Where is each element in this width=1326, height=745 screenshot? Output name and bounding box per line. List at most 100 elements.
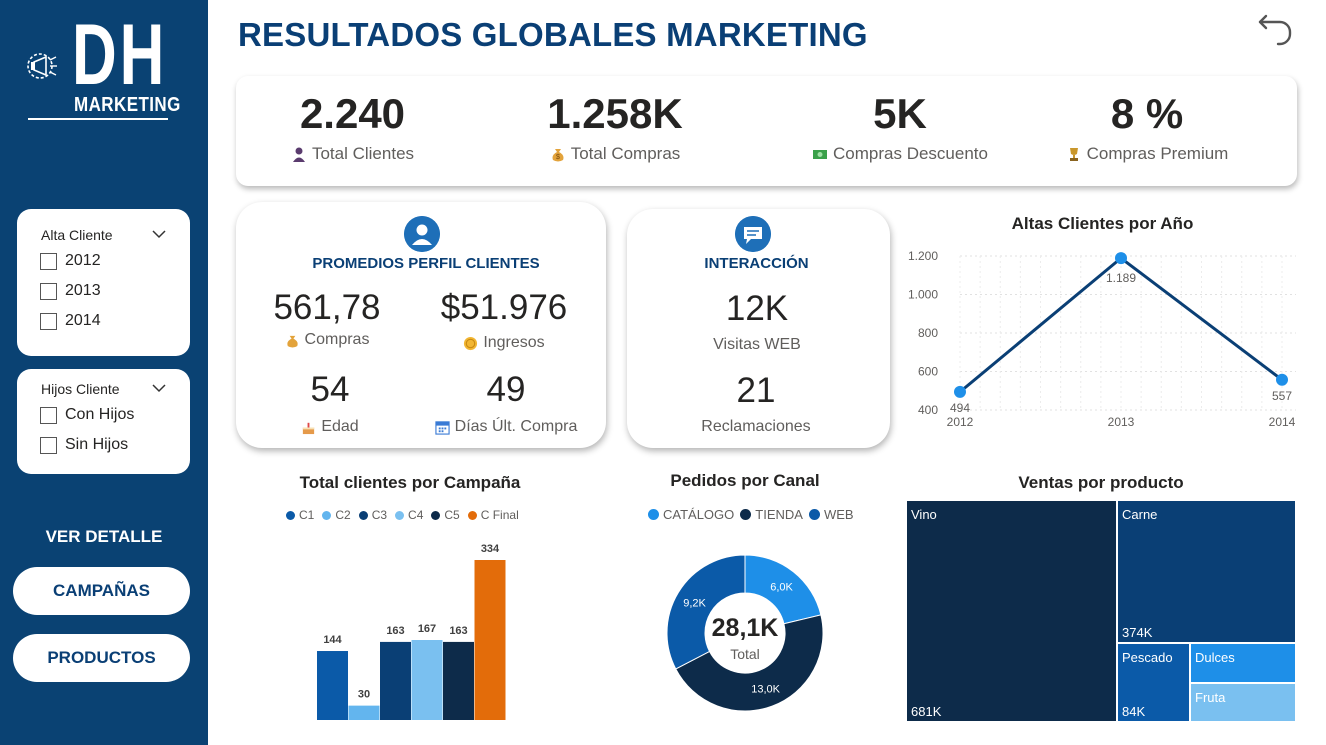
legend-item[interactable]: C2 — [322, 508, 351, 522]
data-label: 1.189 — [1106, 271, 1136, 285]
treemap-value: 681K — [911, 704, 942, 719]
legend-dot — [740, 509, 752, 520]
treemap-value: 374K — [1122, 625, 1153, 640]
money-bag-icon — [286, 335, 298, 348]
metric-label: Visitas WEB — [713, 336, 801, 353]
metric-label: Días Últ. Compra — [454, 418, 578, 435]
legend-item[interactable]: WEB — [808, 507, 854, 522]
legend-label: CATÁLOGO — [663, 507, 735, 522]
filter-option-2014[interactable]: 2014 — [40, 311, 101, 331]
donut-slice-tienda[interactable] — [675, 614, 824, 712]
filter-title: Hijos Cliente — [41, 381, 120, 397]
kpi-compras-descuento: 5K Compras Descuento — [780, 76, 1020, 174]
x-tick-label: 2013 — [1108, 415, 1135, 429]
chat-icon — [735, 216, 771, 252]
metric-label: Ingresos — [483, 334, 545, 351]
chevron-down-icon[interactable] — [152, 383, 166, 393]
filter-option-sin-hijos[interactable]: Sin Hijos — [40, 435, 128, 455]
y-tick-label: 800 — [918, 326, 938, 340]
donut-chart-canal: 6,0K 13,0K 9,2K 28,1K Total — [666, 554, 824, 712]
data-label: 557 — [1272, 389, 1292, 403]
legend-item[interactable]: TIENDA — [740, 507, 803, 522]
megaphone-icon — [27, 53, 57, 79]
y-tick-label: 600 — [918, 365, 938, 379]
treemap-cell-dulces[interactable]: Dulces — [1190, 643, 1296, 683]
svg-text:$: $ — [556, 154, 560, 161]
filter-title: Alta Cliente — [41, 227, 113, 243]
kpi-value: 5K — [873, 90, 927, 137]
legend-label: WEB — [823, 507, 854, 522]
campanas-button[interactable]: CAMPAÑAS — [13, 567, 190, 615]
legend-label: C Final — [480, 508, 519, 522]
line-point[interactable] — [1115, 252, 1127, 265]
metric-value: 21 — [736, 371, 776, 410]
legend-item[interactable]: C5 — [431, 508, 460, 522]
kpi-label-row: Compras Descuento — [780, 144, 1020, 164]
metric-edad: 54 Edad — [246, 364, 414, 440]
filter-option-con-hijos[interactable]: Con Hijos — [40, 405, 134, 425]
bar-c1[interactable] — [317, 651, 348, 720]
bar-c4[interactable] — [411, 640, 443, 720]
kpi-label-row: Total Clientes — [254, 144, 451, 164]
coin-icon — [464, 336, 478, 350]
treemap-cell-carne[interactable]: Carne 374K — [1117, 500, 1296, 643]
legend-item[interactable]: CATÁLOGO — [648, 507, 734, 522]
legend-label: C3 — [371, 508, 388, 522]
page-title: RESULTADOS GLOBALES MARKETING — [238, 16, 868, 53]
calendar-icon — [435, 420, 450, 435]
filter-hijos-cliente: Hijos Cliente Con Hijos Sin Hijos — [17, 369, 190, 474]
checkbox[interactable] — [40, 436, 57, 454]
treemap-ventas: Vino 681K Carne 374K Pescado 84K Dulces … — [906, 500, 1296, 722]
treemap-label: Carne — [1122, 507, 1158, 522]
line-point[interactable] — [954, 385, 966, 398]
checkbox[interactable] — [40, 282, 57, 300]
bar-c-final[interactable] — [474, 560, 506, 720]
bar-data-label: 30 — [358, 689, 370, 701]
donut-slice-web[interactable] — [666, 554, 746, 670]
line-point[interactable] — [1276, 373, 1288, 386]
sidebar: DH MARKETING Alta Cliente 2012 2013 2014… — [0, 0, 208, 745]
bar-c3[interactable] — [380, 641, 411, 720]
donut-center-label: Total — [730, 646, 760, 662]
legend-item[interactable]: C4 — [395, 508, 423, 522]
checkbox[interactable] — [40, 406, 57, 424]
checkbox[interactable] — [40, 312, 57, 330]
legend-dot — [467, 510, 477, 520]
back-arrow-icon[interactable] — [1256, 8, 1296, 48]
treemap-label: Pescado — [1122, 650, 1173, 665]
checkbox[interactable] — [40, 252, 57, 270]
legend-label: TIENDA — [755, 507, 803, 522]
legend-item[interactable]: C3 — [358, 508, 388, 522]
treemap-cell-pescado[interactable]: Pescado 84K — [1117, 643, 1190, 722]
legend-label: C1 — [299, 508, 315, 522]
kpi-label: Total Compras — [570, 144, 681, 163]
metric-label: Reclamaciones — [701, 418, 811, 435]
productos-button[interactable]: PRODUCTOS — [13, 634, 190, 682]
person-icon — [292, 147, 305, 162]
legend-item[interactable]: C Final — [467, 508, 519, 522]
y-tick-label: 1.000 — [908, 288, 938, 302]
treemap-label: Dulces — [1195, 650, 1235, 665]
filter-option-2013[interactable]: 2013 — [40, 281, 101, 301]
chevron-down-icon[interactable] — [152, 229, 166, 239]
treemap-cell-vino[interactable]: Vino 681K — [906, 500, 1117, 722]
kpi-label: Compras Premium — [1086, 144, 1229, 163]
logo-mark: DH — [72, 7, 168, 103]
donut-data-label: 13,0K — [751, 683, 780, 695]
bar-data-label: 167 — [418, 623, 436, 635]
legend-dot — [431, 510, 441, 520]
logo-underline — [28, 118, 168, 120]
bar-c2[interactable] — [348, 705, 380, 720]
logo-text: MARKETING — [74, 94, 181, 116]
kpi-total-clientes: 2.240 Total Clientes — [254, 76, 451, 174]
legend-item[interactable]: C1 — [286, 508, 314, 522]
logo: DH MARKETING — [26, 7, 180, 122]
treemap-label: Fruta — [1195, 690, 1226, 705]
bar-c5[interactable] — [443, 641, 474, 720]
metric-label: Compras — [304, 331, 370, 348]
filter-option-2012[interactable]: 2012 — [40, 251, 101, 271]
legend-dot — [322, 510, 332, 520]
data-label: 494 — [950, 401, 970, 415]
treemap-cell-fruta[interactable]: Fruta — [1190, 683, 1296, 722]
metric-ingresos: $51.976 Ingresos — [418, 276, 590, 358]
